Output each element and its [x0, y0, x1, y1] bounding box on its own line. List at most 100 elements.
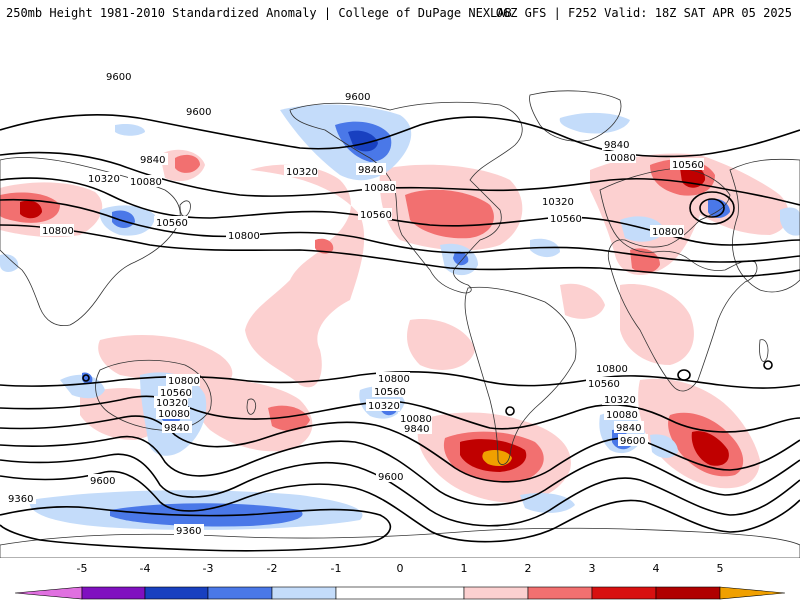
svg-text:10800: 10800	[168, 376, 200, 387]
tick-label: 0	[397, 562, 404, 575]
contour-label-n: 10800	[650, 225, 684, 238]
color-swatch	[144, 586, 209, 600]
contour-labels: 9600 9600 9600 9840 10320 10080 10320 10…	[6, 70, 704, 537]
contour-label-s: 10080	[156, 407, 190, 420]
anomaly-map: 9600 9600 9600 9840 10320 10080 10320 10…	[0, 40, 800, 558]
svg-text:9840: 9840	[404, 424, 429, 435]
color-swatch	[207, 586, 273, 600]
svg-text:10560: 10560	[672, 160, 704, 171]
contour-label-s: 10800	[376, 372, 410, 385]
contour-label-s: 10560	[158, 386, 192, 399]
color-scale-legend: -5 -4 -3 -2 -1 0 1 2 3 4 5	[14, 562, 786, 600]
svg-text:10320: 10320	[88, 174, 120, 185]
tick-label: 2	[525, 562, 532, 575]
contour-label-n: 10800	[40, 224, 74, 237]
contour-label-s: 9840	[614, 421, 644, 434]
contour-label-s: 10320	[154, 396, 188, 409]
svg-text:9600: 9600	[106, 72, 131, 83]
contour-label-s: 9360	[6, 492, 36, 505]
contour-label-s: 9840	[162, 421, 192, 434]
color-swatch	[655, 586, 721, 600]
svg-text:9840: 9840	[616, 423, 641, 434]
contour-label-n: 9840	[356, 163, 386, 176]
svg-text:10320: 10320	[286, 167, 318, 178]
contour-label-s: 10800	[166, 374, 200, 387]
contour-label-n: 9840	[602, 138, 632, 151]
tick-label: 4	[653, 562, 660, 575]
color-swatch	[463, 586, 529, 600]
negative-anomaly-strong	[348, 130, 378, 152]
color-scale-bar	[14, 586, 786, 600]
header: 250mb Height 1981-2010 Standardized Anom…	[0, 0, 800, 40]
contour-label-n: 10320	[284, 165, 318, 178]
svg-text:9840: 9840	[358, 165, 383, 176]
svg-text:9600: 9600	[378, 472, 403, 483]
color-scale-ticks: -5 -4 -3 -2 -1 0 1 2 3 4 5	[77, 562, 724, 575]
svg-text:10080: 10080	[606, 410, 638, 421]
svg-text:10800: 10800	[42, 226, 74, 237]
svg-text:10560: 10560	[550, 214, 582, 225]
contour-label-s: 9360	[174, 524, 204, 537]
tick-label: -1	[331, 562, 342, 575]
svg-text:10560: 10560	[156, 218, 188, 229]
contour-label-n: 10320	[540, 195, 574, 208]
svg-text:10800: 10800	[228, 231, 260, 242]
map-title: 250mb Height 1981-2010 Standardized Anom…	[6, 6, 512, 20]
svg-text:9600: 9600	[620, 436, 645, 447]
color-swatch	[591, 586, 657, 600]
tick-label: -4	[140, 562, 151, 575]
contour-label-s: 9600	[88, 474, 118, 487]
svg-text:9600: 9600	[186, 107, 211, 118]
contour-label-s: 10080	[398, 412, 432, 425]
tick-label: -5	[77, 562, 88, 575]
contour-label-n: 10080	[362, 181, 396, 194]
contour-label-n: 10560	[670, 158, 704, 171]
contour-label-n: 9600	[104, 70, 134, 83]
color-swatch	[335, 586, 465, 600]
color-swatch	[14, 586, 83, 600]
contour-label-n: 10560	[548, 212, 582, 225]
contour-label-s: 10080	[604, 408, 638, 421]
contour-label-n: 9840	[138, 153, 168, 166]
color-swatch	[271, 586, 337, 600]
contour-label-n: 10320	[86, 172, 120, 185]
svg-text:10320: 10320	[156, 398, 188, 409]
svg-text:10560: 10560	[360, 210, 392, 221]
tick-label: 3	[589, 562, 596, 575]
model-run-info: 06Z GFS | F252 Valid: 18Z SAT APR 05 202…	[495, 6, 792, 20]
tick-label: -3	[203, 562, 214, 575]
svg-text:10800: 10800	[378, 374, 410, 385]
svg-text:10320: 10320	[368, 401, 400, 412]
svg-text:10560: 10560	[374, 387, 406, 398]
coastlines	[0, 90, 800, 558]
contour-label-s: 10800	[594, 362, 628, 375]
color-swatch	[81, 586, 146, 600]
contour-label-n: 10080	[128, 175, 162, 188]
svg-text:9840: 9840	[604, 140, 629, 151]
contour-label-s: 10320	[366, 399, 400, 412]
svg-text:10080: 10080	[400, 414, 432, 425]
svg-text:9600: 9600	[345, 92, 370, 103]
svg-text:9360: 9360	[8, 494, 33, 505]
color-swatch	[719, 586, 786, 600]
svg-text:10560: 10560	[588, 379, 620, 390]
svg-text:10080: 10080	[604, 153, 636, 164]
contour-label-s: 9600	[618, 434, 648, 447]
svg-text:10080: 10080	[158, 409, 190, 420]
positive-anomaly-light	[0, 149, 789, 503]
contour-label-s: 9840	[402, 422, 432, 435]
contour-label-s: 10560	[372, 385, 406, 398]
contour-label-n: 9600	[183, 105, 213, 118]
svg-text:10560: 10560	[160, 388, 192, 399]
svg-text:9840: 9840	[140, 155, 165, 166]
svg-text:10320: 10320	[604, 395, 636, 406]
svg-text:10080: 10080	[130, 177, 162, 188]
svg-text:10800: 10800	[652, 227, 684, 238]
contour-label-n: 9600	[342, 90, 372, 103]
tick-label: -2	[267, 562, 278, 575]
contour-label-n: 10560	[358, 208, 392, 221]
positive-anomaly-extreme	[482, 450, 512, 466]
contour-label-s: 10320	[602, 393, 636, 406]
contour-label-s: 10560	[586, 377, 620, 390]
contour-label-n: 10800	[226, 229, 260, 242]
